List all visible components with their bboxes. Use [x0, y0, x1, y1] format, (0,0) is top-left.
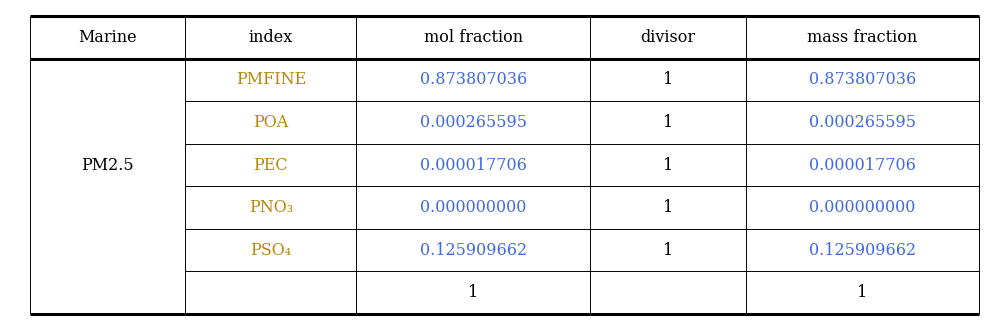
Text: 1: 1 [469, 284, 479, 301]
Text: PEC: PEC [254, 156, 288, 174]
Text: 1: 1 [662, 242, 673, 258]
Text: mass fraction: mass fraction [807, 29, 918, 46]
Text: PSO₄: PSO₄ [251, 242, 292, 258]
Text: 0.873807036: 0.873807036 [420, 72, 526, 88]
Text: Marine: Marine [78, 29, 137, 46]
Text: 1: 1 [662, 199, 673, 216]
Text: PNO₃: PNO₃ [249, 199, 293, 216]
Text: POA: POA [254, 114, 289, 131]
Text: 0.125909662: 0.125909662 [420, 242, 526, 258]
Text: 0.125909662: 0.125909662 [809, 242, 916, 258]
Text: 1: 1 [662, 72, 673, 88]
Text: 0.000265595: 0.000265595 [809, 114, 916, 131]
Text: 0.000000000: 0.000000000 [809, 199, 916, 216]
Text: PM2.5: PM2.5 [81, 156, 134, 174]
Text: 0.000017706: 0.000017706 [809, 156, 916, 174]
Text: 0.873807036: 0.873807036 [809, 72, 916, 88]
Text: 0.000000000: 0.000000000 [420, 199, 526, 216]
Text: index: index [249, 29, 293, 46]
Text: divisor: divisor [640, 29, 695, 46]
Text: PMFINE: PMFINE [236, 72, 306, 88]
Text: 0.000265595: 0.000265595 [420, 114, 526, 131]
Text: mol fraction: mol fraction [424, 29, 522, 46]
Text: 1: 1 [857, 284, 867, 301]
Text: 1: 1 [662, 156, 673, 174]
Text: 0.000017706: 0.000017706 [420, 156, 526, 174]
Text: 1: 1 [662, 114, 673, 131]
